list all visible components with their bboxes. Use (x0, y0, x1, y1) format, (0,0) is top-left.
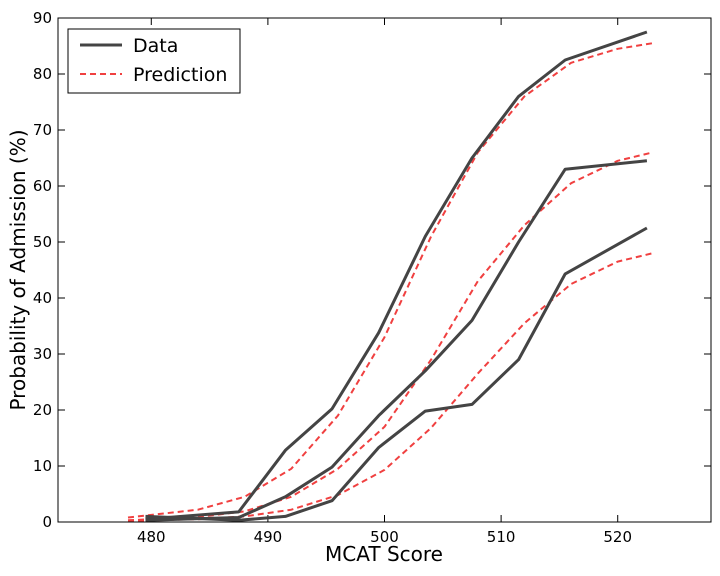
y-tick-label: 30 (33, 345, 52, 363)
x-tick-label: 520 (603, 528, 632, 546)
x-tick-label: 500 (370, 528, 399, 546)
legend: Data Prediction (67, 28, 241, 94)
plot-frame (57, 17, 712, 523)
legend-label-prediction: Prediction (133, 64, 227, 86)
prediction-series-line (127, 151, 653, 522)
x-tick-label: 510 (487, 528, 516, 546)
tick-labels: 480 490 500 510 520 0 10 20 30 40 50 60 70 80 90 (33, 9, 632, 546)
legend-box (67, 28, 241, 94)
legend-label-data: Data (133, 35, 178, 57)
prediction-series-line (127, 252, 653, 522)
y-tick-label: 50 (33, 233, 52, 251)
axis-ticks (58, 17, 711, 523)
y-axis-label: Probability of Admission (%) (6, 129, 30, 410)
series-layer (127, 30, 653, 522)
data-series-line (145, 30, 648, 521)
prediction-series-line (127, 42, 653, 519)
data-series-line (145, 159, 648, 522)
data-series-line (145, 226, 648, 522)
x-tick-label: 480 (137, 528, 166, 546)
y-tick-label: 0 (42, 513, 52, 531)
y-tick-label: 40 (33, 289, 52, 307)
y-tick-label: 80 (33, 65, 52, 83)
y-tick-label: 20 (33, 401, 52, 419)
x-axis-label: MCAT Score (325, 542, 443, 566)
y-tick-label: 60 (33, 177, 52, 195)
y-tick-label: 90 (33, 9, 52, 27)
y-tick-label: 10 (33, 457, 52, 475)
x-tick-label: 490 (254, 528, 283, 546)
y-tick-label: 70 (33, 121, 52, 139)
